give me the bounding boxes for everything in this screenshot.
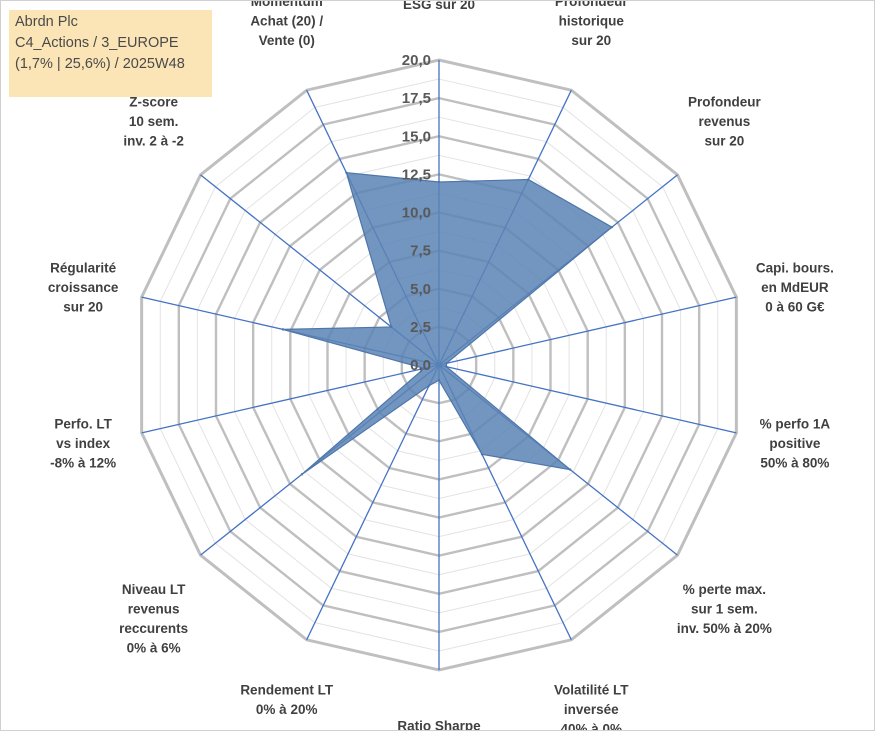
axis-label: Perfo. LT vs index -8% à 12% [50,416,116,470]
data-point [422,367,426,370]
axis-label: Profondeur historique sur 20 [555,1,628,48]
data-point [445,365,448,368]
data-point [610,225,614,229]
tick-label: 5,0 [410,281,431,298]
data-point [480,453,484,456]
info-period: (1,7% | 25,6%) / 2025W48 [15,56,185,72]
info-box: Abrdn Plc C4_Actions / 3_EUROPE (1,7% | … [9,10,212,97]
axis-label: Momentum Achat (20) / Vente (0) [250,1,323,48]
data-point [437,180,441,184]
axis-spoke [141,364,440,434]
axis-label: % perte max. sur 1 sem. inv. 50% à 20% [677,582,772,636]
axis-spoke [438,364,737,434]
tick-label: 12,5 [402,166,431,183]
data-point [445,362,448,365]
tick-label: 2,5 [410,319,431,336]
axis-label: Capi. bours. en MdEUR 0 à 60 G€ [756,260,834,314]
data-point [437,379,441,382]
data-point [281,328,285,331]
info-category: C4_Actions / 3_EUROPE [15,35,179,51]
axis-spoke [306,364,440,641]
data-point [527,178,530,181]
data-point [427,384,431,387]
tick-label: 17,5 [402,90,431,107]
data-point [390,325,393,329]
data-point [568,468,572,471]
tick-label: 10,0 [402,205,431,222]
axis-label: Rendement LT 0% à 20% [240,683,334,718]
series-area [282,171,613,475]
axis-label: Ratio Sharpe0 à 1 [397,719,481,730]
axis-label: Régularité croissance sur 20 [48,260,119,314]
data-point [300,473,304,476]
axis-spoke [438,296,737,366]
tick-label: 20,0 [402,52,431,69]
axis-label: % perfo 1A positive 50% à 80% [760,416,831,470]
axis-label: Volatilité LT inversée 40% à 0% [554,683,629,730]
axis-label: Niveau LT revenus reccurents 0% à 6% [119,582,188,656]
data-point [345,171,348,174]
axis-label: NoteESG sur 20 [403,1,475,12]
tick-label: 15,0 [402,128,431,145]
info-company: Abrdn Plc [15,14,78,30]
axis-label: Profondeur revenus sur 20 [688,95,761,149]
tick-label: 7,5 [410,243,431,260]
tick-label: 0,0 [410,357,431,374]
axis-label: Z-score 10 sem. inv. 2 à -2 [123,95,184,149]
